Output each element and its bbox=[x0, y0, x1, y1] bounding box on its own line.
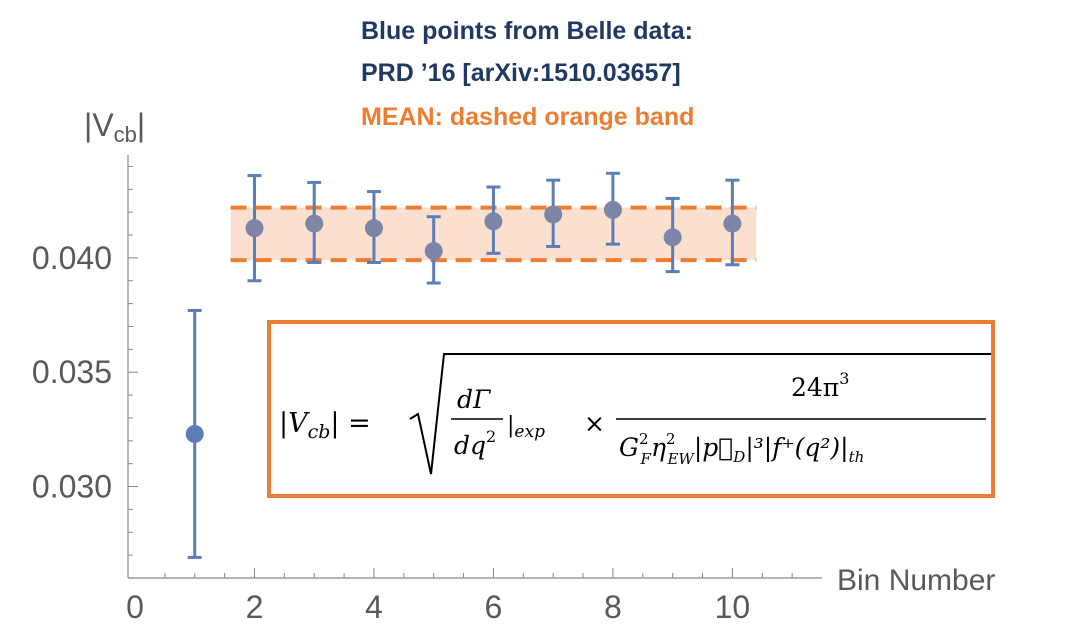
y-axis-label-end: | bbox=[137, 107, 145, 143]
axes: 0 2 4 6 8 10 0.030 0.035 0.040 bbox=[32, 155, 822, 625]
frac1-num: dΓ bbox=[457, 385, 492, 414]
x-tick-label: 4 bbox=[365, 589, 383, 625]
sqrt-sign bbox=[409, 353, 991, 475]
x-tick-label: 6 bbox=[485, 589, 503, 625]
data-point bbox=[663, 228, 682, 247]
frac2-num: 24π3 bbox=[791, 369, 849, 402]
y-tick-label: 0.035 bbox=[32, 354, 112, 390]
formula-box: |Vcb| = dΓ dq2 |exp × 24π3 G2 Fη2 EW|p⃗D|³… bbox=[267, 320, 995, 498]
data-point bbox=[364, 219, 383, 238]
data-point bbox=[424, 242, 443, 261]
annotation-line-2: PRD ’16 [arXiv:1510.03657] bbox=[361, 59, 681, 87]
data-point bbox=[245, 219, 264, 238]
y-axis-label-main: |V bbox=[84, 107, 114, 143]
data-point bbox=[185, 424, 204, 443]
data-point bbox=[723, 214, 742, 233]
x-tick-label: 2 bbox=[246, 589, 264, 625]
x-tick-label: 8 bbox=[604, 589, 622, 625]
y-tick-label: 0.040 bbox=[32, 240, 112, 276]
formula-lhs: |Vcb| = bbox=[279, 408, 371, 443]
formula: |Vcb| = dΓ dq2 |exp × 24π3 G2 Fη2 EW|p⃗D|³… bbox=[279, 353, 991, 475]
x-tick-label: 0 bbox=[126, 589, 144, 625]
x-tick-label: 10 bbox=[715, 589, 751, 625]
axis-labels: |Vcb| Bin Number bbox=[84, 107, 995, 597]
data-point bbox=[544, 205, 563, 224]
data-point bbox=[603, 200, 622, 219]
y-axis-label-sub: cb bbox=[114, 122, 137, 147]
y-axis-label: |Vcb| bbox=[84, 107, 145, 147]
exp-label: |exp bbox=[507, 413, 545, 442]
annotation-line-3: MEAN: dashed orange band bbox=[361, 103, 695, 131]
x-axis-label: Bin Number bbox=[837, 564, 995, 597]
data-point bbox=[305, 214, 324, 233]
data-point bbox=[484, 212, 503, 231]
annotation-line-1: Blue points from Belle data: bbox=[361, 17, 693, 45]
frac1-den: dq2 bbox=[454, 427, 496, 460]
y-tick-label: 0.030 bbox=[32, 469, 112, 505]
frac2-den: G2 Fη2 EW|p⃗D|³|f⁺(q²)|th bbox=[619, 430, 864, 468]
data-points bbox=[185, 171, 742, 559]
times-sign: × bbox=[584, 409, 605, 438]
